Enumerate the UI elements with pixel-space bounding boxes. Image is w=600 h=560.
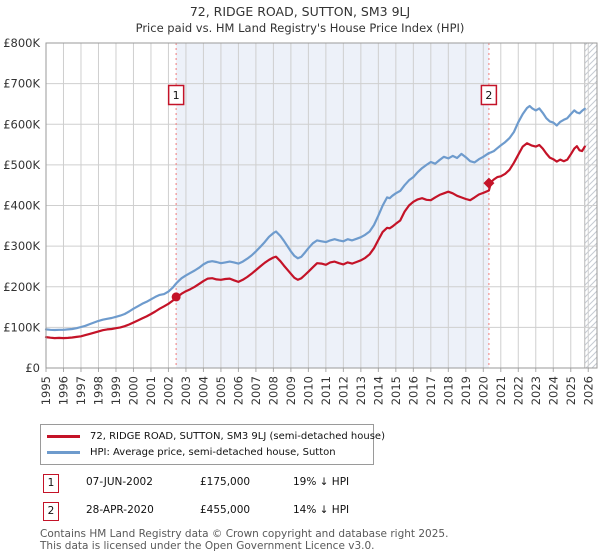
x-tick-label: 2004 [196,376,210,405]
x-tick-label: 2002 [161,376,175,405]
legend-item-hpi: HPI: Average price, semi-detached house,… [47,444,373,460]
x-tick-label: 2026 [581,376,595,405]
x-tick-label: 2023 [529,376,543,405]
transaction-2-hpi-diff: 14% ↓ HPI [293,504,350,516]
legend-item-price-paid: 72, RIDGE ROAD, SUTTON, SM3 9LJ (semi-de… [47,428,385,444]
y-tick-label: £100K [3,320,40,334]
x-tick-label: 1997 [74,376,88,405]
y-tick-label: £200K [3,280,40,294]
price-chart: 1 2 £0 £100K £200K £300K £400K £500K £600K £700K £… [3,36,598,405]
transaction-1-badge: 1 [43,474,59,493]
sale-number-box-1 [167,84,185,106]
x-tick-label: 2009 [284,376,298,405]
x-tick-label: 1996 [56,376,70,405]
x-tick-label: 2008 [266,376,280,405]
x-tick-label: 1998 [91,376,105,405]
x-tick-label: 2016 [406,376,420,405]
hpi-line [44,104,586,332]
x-tick-label: 2006 [231,376,245,405]
x-tick-label: 2025 [564,376,578,405]
transaction-2-date: 28-APR-2020 [86,504,154,516]
legend-label: HPI: Average price, semi-detached house,… [90,446,336,458]
y-tick-label: £500K [3,158,40,172]
legend-label: 72, RIDGE ROAD, SUTTON, SM3 9LJ (semi-de… [90,430,385,442]
sale-number-box-2 [480,84,498,106]
page-subtitle: Price paid vs. HM Land Registry's House … [135,21,465,35]
x-tick-label: 2018 [441,376,455,405]
sale-number-label-1: 1 [173,89,180,102]
transaction-2-badge: 2 [43,502,59,521]
transaction-2-price: £455,000 [200,504,251,516]
transaction-row-2: 2 28-APR-2020 £455,000 14% ↓ HPI [43,502,563,522]
x-tick-label: 2017 [424,376,438,405]
x-tick-label: 2005 [214,376,228,405]
x-tick-label: 2001 [144,376,158,405]
y-tick-label: £600K [3,117,40,131]
sale-marker-2 [483,177,495,189]
y-tick-label: £400K [3,199,40,213]
x-tick-label: 2010 [301,376,315,405]
x-tick-label: 2021 [494,376,508,405]
plot-border [45,42,598,369]
price-paid-line-swatch [47,434,80,438]
x-tick-label: 1995 [39,376,53,405]
y-tick-label: £700K [3,77,40,91]
sale-number-label-2: 2 [485,89,492,102]
x-tick-label: 2012 [336,376,350,405]
footer-line-1: Contains HM Land Registry data © Crown c… [40,528,449,540]
sale-marker-1 [171,292,181,302]
price-paid-line [44,142,586,340]
y-tick-label: £800K [3,36,40,50]
x-tick-label: 2014 [371,376,385,405]
license-footer: Contains HM Land Registry data © Crown c… [40,528,595,552]
y-tick-label: £0 [25,361,40,375]
footer-line-2: This data is licensed under the Open Gov… [40,540,375,552]
transaction-1-price: £175,000 [200,476,251,488]
x-tick-label: 2011 [319,376,333,405]
transaction-1-date: 07-JUN-2002 [86,476,153,488]
x-tick-label: 2019 [459,376,473,405]
x-tick-label: 1999 [109,376,123,405]
x-tick-label: 2000 [126,376,140,405]
x-tick-label: 2015 [389,376,403,405]
page-title: 72, RIDGE ROAD, SUTTON, SM3 9LJ [189,4,411,19]
x-tick-label: 2020 [476,376,490,405]
x-tick-label: 2013 [354,376,368,405]
x-tick-label: 2007 [249,376,263,405]
transaction-row-1: 1 07-JUN-2002 £175,000 19% ↓ HPI [43,474,563,494]
transaction-1-hpi-diff: 19% ↓ HPI [293,476,350,488]
x-tick-label: 2022 [511,376,525,405]
y-tick-label: £300K [3,239,40,253]
x-tick-label: 2003 [179,376,193,405]
hpi-line-swatch [47,450,80,454]
chart-legend: 72, RIDGE ROAD, SUTTON, SM3 9LJ (semi-de… [40,424,385,465]
x-tick-label: 2024 [546,376,560,405]
